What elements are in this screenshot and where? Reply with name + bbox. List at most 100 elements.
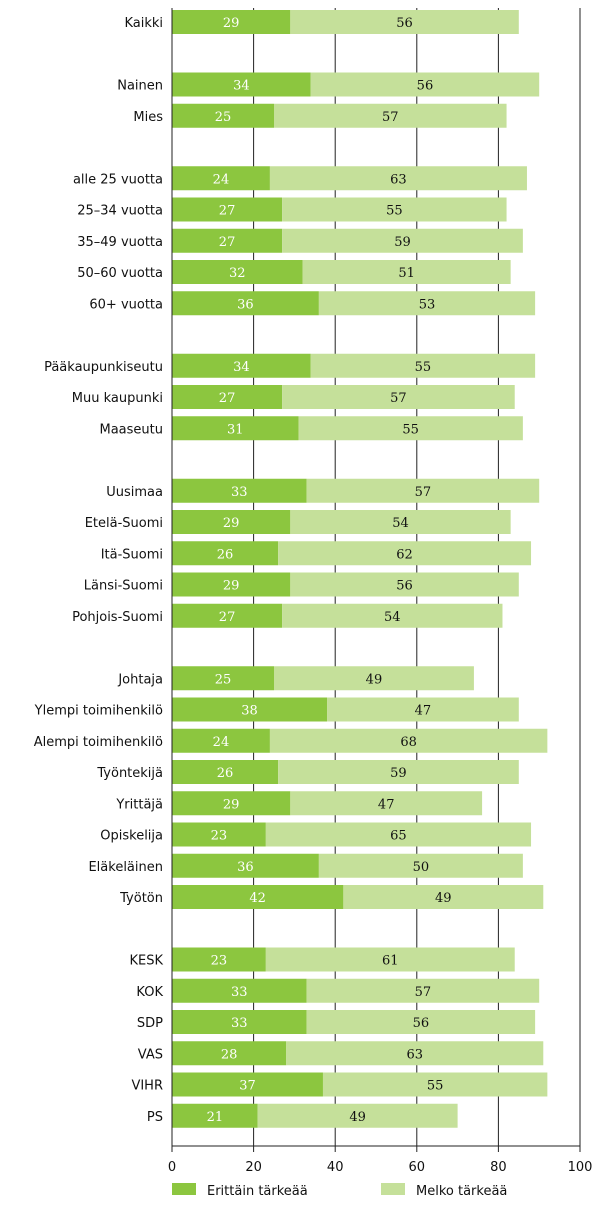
bar-row-sdp: 33 56 — [172, 1010, 536, 1034]
bar-melko-mies — [274, 103, 507, 128]
category-label-25-34-vuotta: 25–34 vuotta — [77, 204, 163, 219]
value-label-erittain-25-34-vuotta: 27 — [219, 204, 236, 219]
value-label-erittain-uusimaa: 33 — [231, 485, 248, 500]
bar-melko-alempi-toimihenkilo — [269, 728, 548, 753]
bar-erittain-alempi-toimihenkilo — [172, 728, 270, 753]
value-label-melko-muu-kaupunki: 57 — [390, 391, 407, 406]
value-label-erittain-johtaja: 25 — [215, 672, 232, 687]
bar-melko-kaikki — [290, 10, 519, 34]
bar-erittain-elakelainen — [172, 853, 319, 878]
value-label-erittain-elakelainen: 36 — [237, 860, 254, 875]
category-label-ita-suomi: Itä-Suomi — [101, 547, 163, 562]
value-label-erittain-tyontekija: 26 — [217, 766, 234, 781]
bar-melko-kesk — [265, 947, 515, 972]
value-label-melko-johtaja: 49 — [366, 672, 383, 687]
bar-row-60plus-vuotta: 36 53 — [172, 291, 536, 316]
category-label-alempi-toimihenkilo: Alempi toimihenkilö — [34, 735, 163, 750]
value-label-melko-etela-suomi: 54 — [392, 516, 409, 531]
bar-melko-maaseutu — [298, 416, 523, 441]
bar-row-ps: 21 49 — [172, 1103, 458, 1128]
bar-row-etela-suomi: 29 54 — [172, 510, 511, 534]
bar-row-vas: 28 63 — [172, 1041, 544, 1066]
x-axis: 0 20 40 60 80 100 — [168, 8, 592, 1175]
value-label-melko-kaikki: 56 — [396, 16, 413, 31]
value-label-melko-35-49-vuotta: 59 — [394, 235, 411, 250]
value-label-erittain-kaikki: 29 — [223, 16, 240, 31]
category-label-yrittaja: Yrittäjä — [115, 797, 163, 812]
bar-melko-elakelainen — [318, 853, 523, 878]
bar-row-ylempi-toimihenkilo: 38 47 — [172, 697, 519, 722]
x-tick-label-20: 20 — [245, 1160, 262, 1175]
bar-melko-johtaja — [274, 666, 474, 691]
bar-melko-25-34-vuotta — [282, 197, 507, 222]
value-label-erittain-nainen: 34 — [233, 79, 250, 94]
bar-erittain-kesk — [172, 947, 266, 972]
bar-melko-etela-suomi — [290, 510, 511, 534]
category-label-vihr: VIHR — [131, 1079, 163, 1094]
bar-melko-opiskelija — [265, 822, 532, 847]
bar-erittain-pohjois-suomi — [172, 603, 283, 628]
bar-erittain-ps — [172, 1103, 258, 1128]
bar-row-kaikki: 29 56 — [172, 10, 519, 34]
value-label-erittain-vas: 28 — [221, 1047, 238, 1062]
value-label-melko-mies: 57 — [382, 110, 399, 125]
bar-melko-tyontekija — [278, 760, 519, 784]
bar-erittain-tyoton — [172, 885, 344, 909]
value-label-erittain-etela-suomi: 29 — [223, 516, 240, 531]
value-label-erittain-yrittaja: 29 — [223, 797, 240, 812]
value-label-erittain-ita-suomi: 26 — [217, 547, 234, 562]
value-label-melko-vihr: 55 — [427, 1079, 444, 1094]
bar-row-25-34-vuotta: 27 55 — [172, 197, 507, 222]
legend-label-melko-tarkeaa: Melko tärkeää — [416, 1184, 507, 1199]
bar-erittain-vas — [172, 1041, 287, 1066]
bar-erittain-vihr — [172, 1072, 323, 1097]
category-label-uusimaa: Uusimaa — [106, 485, 163, 500]
bar-erittain-alle-25-vuotta — [172, 166, 270, 191]
category-label-ps: PS — [147, 1110, 163, 1125]
bar-melko-35-49-vuotta — [282, 228, 523, 253]
bar-melko-ylempi-toimihenkilo — [327, 697, 519, 722]
value-label-erittain-ps: 21 — [207, 1110, 224, 1125]
value-label-melko-pohjois-suomi: 54 — [384, 610, 401, 625]
bar-erittain-lansi-suomi — [172, 572, 291, 597]
bar-row-tyoton: 42 49 — [172, 885, 544, 909]
bar-erittain-kaikki — [172, 10, 291, 34]
bar-melko-paakaupunkiseutu — [310, 353, 536, 378]
bar-row-lansi-suomi: 29 56 — [172, 572, 519, 597]
bar-row-mies: 25 57 — [172, 103, 507, 128]
bar-erittain-mies — [172, 103, 274, 128]
category-label-lansi-suomi: Länsi-Suomi — [84, 579, 163, 594]
category-label-paakaupunkiseutu: Pääkaupunkiseutu — [44, 360, 163, 375]
bar-erittain-sdp — [172, 1010, 307, 1034]
bar-erittain-50-60-vuotta — [172, 260, 303, 284]
bar-row-nainen: 34 56 — [172, 72, 540, 97]
bar-erittain-tyontekija — [172, 760, 279, 784]
value-label-erittain-alempi-toimihenkilo: 24 — [213, 735, 230, 750]
value-label-melko-alempi-toimihenkilo: 68 — [400, 735, 417, 750]
bar-row-alempi-toimihenkilo: 24 68 — [172, 728, 548, 753]
value-label-erittain-60plus-vuotta: 36 — [237, 297, 254, 312]
value-label-melko-60plus-vuotta: 53 — [419, 297, 436, 312]
category-label-vas: VAS — [138, 1047, 163, 1062]
bar-erittain-25-34-vuotta — [172, 197, 283, 222]
category-label-50-60-vuotta: 50–60 vuotta — [77, 266, 163, 281]
value-label-melko-sdp: 56 — [413, 1016, 430, 1031]
category-label-kaikki: Kaikki — [124, 16, 163, 31]
bar-erittain-opiskelija — [172, 822, 266, 847]
x-tick-label-0: 0 — [168, 1160, 176, 1175]
bar-melko-pohjois-suomi — [282, 603, 503, 628]
value-label-erittain-opiskelija: 23 — [211, 829, 228, 844]
x-tick-label-60: 60 — [409, 1160, 426, 1175]
category-label-maaseutu: Maaseutu — [100, 422, 164, 437]
category-label-60plus-vuotta: 60+ vuotta — [89, 297, 163, 312]
bar-melko-50-60-vuotta — [302, 260, 511, 284]
bar-melko-muu-kaupunki — [282, 385, 515, 409]
bar-row-kesk: 23 61 — [172, 947, 515, 972]
value-label-erittain-lansi-suomi: 29 — [223, 579, 240, 594]
bar-melko-ita-suomi — [278, 541, 532, 566]
x-tick-label-40: 40 — [327, 1160, 344, 1175]
value-label-melko-elakelainen: 50 — [413, 860, 430, 875]
value-label-erittain-pohjois-suomi: 27 — [219, 610, 236, 625]
bar-row-muu-kaupunki: 27 57 — [172, 385, 515, 409]
